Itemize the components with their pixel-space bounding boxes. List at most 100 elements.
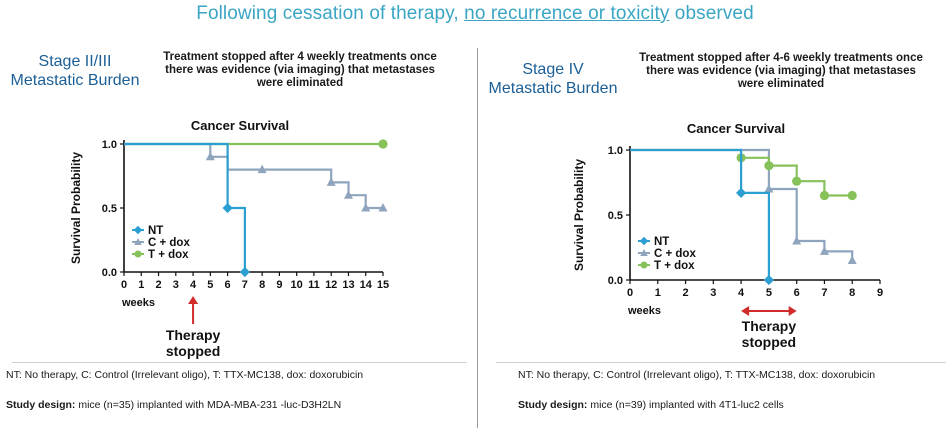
data-point-c-dox [819,246,829,255]
data-point-c-dox [326,177,336,186]
x-axis-label: weeks [121,297,155,309]
data-point-c-dox [257,164,267,174]
x-tick-label: 2 [682,287,688,299]
legend-marker-c-dox [640,249,648,256]
study-design-label: Study design: [518,399,588,411]
data-point-t-dox [819,190,830,201]
stage-line2: Metastatic Burden [10,72,140,89]
study-design: Study design: mice (n=39) implanted with… [518,399,784,411]
footnote: NT: No therapy, C: Control (Irrelevant o… [518,369,876,381]
x-tick-label: 1 [138,279,144,291]
panel-divider [477,48,478,428]
legend-marker-nt [639,236,649,246]
legend-label-c-dox: C + dox [148,237,190,249]
x-tick-label: 7 [242,279,248,291]
study-design-label: Study design: [6,399,76,411]
x-tick-label: 5 [207,279,213,291]
x-tick-label: 3 [173,279,179,291]
x-tick-label: 2 [155,279,161,291]
therapy-arrow-head-left [741,306,750,316]
x-tick-label: 15 [377,279,389,291]
data-point-nt [763,274,774,286]
therapy-label-line2: stopped [166,343,220,359]
legend-label-c-dox: C + dox [654,248,696,260]
x-tick-label: 1 [655,287,661,299]
data-point-c-dox [361,203,371,212]
x-tick-label: 8 [849,287,855,299]
note-line: were eliminated [256,77,344,89]
stage-line2: Metastatic Burden [488,80,618,97]
series-line-nt [630,148,770,280]
therapy-arrow-head-right [788,306,797,316]
separator [12,362,467,363]
x-tick-label: 12 [325,279,337,291]
footnote: NT: No therapy, C: Control (Irrelevant o… [6,369,364,381]
note-line: were eliminated [737,78,825,90]
therapy-arrow-head [188,296,199,304]
x-tick-label: 10 [291,279,303,291]
x-tick-label: 6 [225,279,231,291]
data-point-t-dox [378,139,388,149]
data-point-c-dox [205,151,215,161]
x-tick-label: 0 [627,287,633,299]
x-tick-label: 9 [276,279,282,291]
x-tick-label: 0 [121,279,127,291]
therapy-label-line1: Therapy [166,327,221,343]
study-design-text: mice (n=35) implanted with MDA-MBA-231 -… [75,399,342,411]
survival-chart-right: Cancer Survival 0.0 0.5 1.0 0 1 2 3 4 5 6 7 8 9 Surviv… [572,121,883,350]
headline: Following cessation of therapy, no recur… [0,3,950,25]
legend-marker-nt [133,225,143,235]
y-tick-label: 0.0 [608,275,623,287]
data-point-c-dox [764,184,774,193]
data-point-c-dox [378,203,388,212]
data-point-c-dox [343,190,353,199]
y-tick-label: 0.0 [102,267,117,279]
stage-title: Stage II/III Metastatic Burden [0,52,150,90]
y-tick-label: 1.0 [608,145,623,157]
note-line: there was evidence (via imaging) that me… [165,64,435,76]
stage-line1: Stage II/III [38,53,112,70]
headline-underlined: no recurrence or toxicity [464,3,670,24]
legend-marker-c-dox [134,238,142,245]
stage-line1: Stage IV [522,61,584,78]
y-tick-label: 0.5 [608,210,623,222]
y-axis-label: Survival Probability [69,152,83,264]
x-axis-label: weeks [627,305,661,317]
x-tick-label: 8 [259,279,265,291]
legend-label-nt: NT [654,236,669,248]
headline-part3: observed [669,3,754,24]
panel-stage-2-3: Stage II/III Metastatic Burden Treatment… [0,40,475,432]
y-axis-label: Survival Probability [572,159,586,271]
note-line: there was evidence (via imaging) that me… [646,65,916,77]
x-tick-label: 9 [877,287,883,299]
legend-marker-t-dox [134,250,142,258]
data-point-nt [239,266,250,278]
legend-marker-t-dox [640,261,648,269]
x-tick-label: 5 [766,287,772,299]
separator [496,362,946,363]
headline-part1: Following cessation of therapy, [196,3,465,24]
y-tick-label: 1.0 [102,139,117,151]
legend-label-t-dox: T + dox [654,260,695,272]
note-line: Treatment stopped after 4 weekly treatme… [163,51,437,63]
x-tick-label: 14 [360,279,373,291]
chart-title: Cancer Survival [191,118,289,133]
legend-label-nt: NT [148,225,163,237]
data-point-nt [736,187,747,198]
x-tick-label: 7 [821,287,827,299]
data-point-c-dox [847,255,857,264]
study-design: Study design: mice (n=35) implanted with… [6,399,341,411]
chart-title: Cancer Survival [687,121,785,136]
note-line: Treatment stopped after 4-6 weekly treat… [639,52,923,64]
data-point-t-dox [764,161,774,171]
panel-stage-4: Stage IV Metastatic Burden Treatment sto… [478,40,950,432]
legend-label-t-dox: T + dox [148,249,189,261]
x-tick-label: 13 [342,279,354,291]
data-point-nt [222,202,233,214]
data-point-t-dox [847,190,857,201]
x-tick-label: 6 [794,287,800,299]
stage-title: Stage IV Metastatic Burden [478,60,628,98]
x-tick-label: 4 [738,287,745,299]
x-tick-label: 11 [308,279,320,291]
